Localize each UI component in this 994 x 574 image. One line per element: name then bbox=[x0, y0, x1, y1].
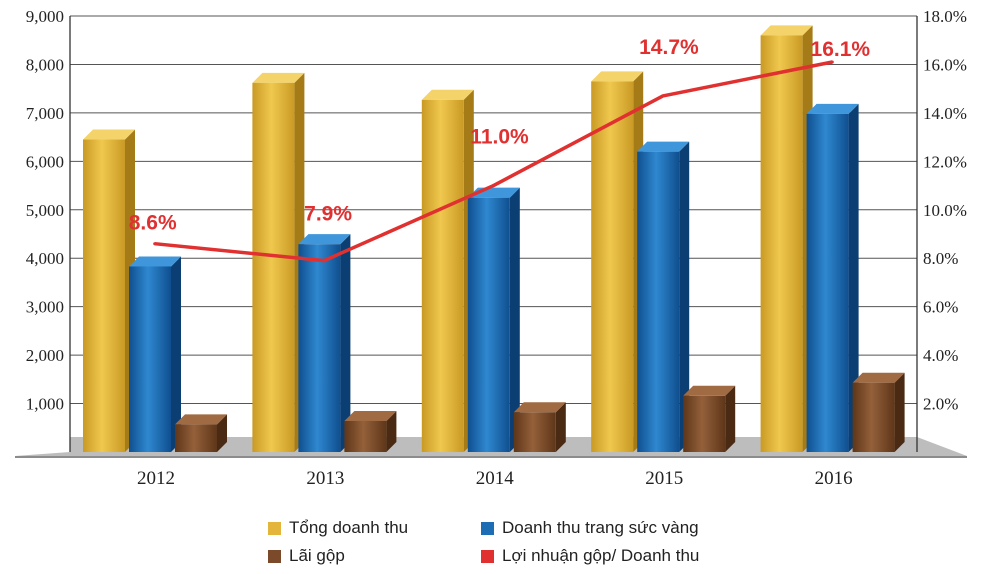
bar-top bbox=[513, 402, 566, 413]
bar-top bbox=[806, 103, 859, 114]
legend-swatch-tong-doanh-thu bbox=[268, 521, 281, 535]
bar-top bbox=[591, 71, 644, 82]
bar-side bbox=[340, 234, 351, 452]
bar-side bbox=[555, 402, 566, 452]
legend-label: Tổng doanh thu bbox=[289, 518, 409, 537]
bar-top bbox=[637, 141, 690, 152]
ratio-point bbox=[153, 242, 157, 246]
bar-4-2 bbox=[852, 382, 895, 452]
bar-top bbox=[683, 385, 736, 396]
y-left-tick-label: 3,000 bbox=[26, 298, 64, 317]
bar-side bbox=[679, 141, 690, 452]
legend-item-loi-nhuan-gop: Lợi nhuận gộp/ Doanh thu bbox=[481, 546, 699, 566]
ratio-data-label: 8.6% bbox=[129, 212, 177, 235]
bar-side bbox=[509, 187, 520, 452]
y-right-tick-label: 12.0% bbox=[923, 152, 967, 171]
y-right-tick-label: 10.0% bbox=[923, 201, 967, 220]
legend-label: Doanh thu trang sức vàng bbox=[502, 518, 699, 537]
bar-side bbox=[386, 410, 397, 452]
legend-swatch-doanh-thu-trang-suc-vang bbox=[481, 521, 494, 535]
ratio-point bbox=[322, 259, 326, 263]
bar-1-0 bbox=[252, 82, 295, 452]
x-tick-label: 2015 bbox=[645, 468, 683, 489]
x-tick-label: 2012 bbox=[137, 468, 175, 489]
legend-label: Lãi gộp bbox=[289, 546, 345, 565]
bar-side bbox=[894, 372, 905, 452]
bar-side bbox=[848, 103, 859, 452]
legend-item-doanh-thu-trang-suc-vang: Doanh thu trang sức vàng bbox=[481, 518, 699, 538]
y-right-tick-label: 8.0% bbox=[923, 249, 958, 268]
y-right-tick-label: 6.0% bbox=[923, 298, 958, 317]
y-left-tick-label: 4,000 bbox=[26, 249, 64, 268]
bar-0-2 bbox=[175, 424, 217, 452]
bar-2-0 bbox=[421, 99, 464, 452]
ratio-data-label: 16.1% bbox=[811, 38, 871, 61]
y-left-tick-label: 9,000 bbox=[26, 7, 64, 26]
y-left-tick-label: 2,000 bbox=[26, 346, 64, 365]
y-left-tick-label: 1,000 bbox=[26, 395, 64, 414]
y-left-tick-label: 7,000 bbox=[26, 104, 64, 123]
bar-top bbox=[175, 414, 227, 425]
y-right-tick-label: 14.0% bbox=[923, 104, 967, 123]
legend-label: Lợi nhuận gộp/ Doanh thu bbox=[502, 546, 700, 565]
bar-4-1 bbox=[806, 113, 849, 452]
y-right-tick-label: 2.0% bbox=[923, 395, 958, 414]
bar-side bbox=[217, 414, 227, 452]
bar-top bbox=[421, 89, 474, 100]
x-tick-label: 2013 bbox=[306, 468, 344, 489]
bar-2-1 bbox=[467, 197, 510, 452]
bar-top bbox=[760, 25, 813, 36]
y-right-tick-label: 16.0% bbox=[923, 55, 967, 74]
legend-swatch-lai-gop bbox=[268, 549, 281, 563]
legend-item-lai-gop: Lãi gộp bbox=[268, 546, 345, 566]
ratio-data-label: 7.9% bbox=[304, 203, 352, 226]
bar-0-0 bbox=[83, 139, 125, 453]
y-left-tick-label: 6,000 bbox=[26, 152, 64, 171]
bar-top bbox=[852, 372, 905, 383]
bar-3-2 bbox=[683, 395, 726, 452]
y-right-tick-label: 18.0% bbox=[923, 7, 967, 26]
bar-2-2 bbox=[513, 412, 556, 452]
bar-3-0 bbox=[591, 81, 634, 453]
bar-top bbox=[344, 410, 397, 421]
ratio-data-label: 11.0% bbox=[470, 126, 529, 149]
bar-top bbox=[83, 129, 135, 140]
legend-swatch-loi-nhuan-gop bbox=[481, 549, 494, 563]
x-tick-label: 2016 bbox=[815, 468, 853, 489]
x-tick-label: 2014 bbox=[476, 468, 515, 489]
legend-item-tong-doanh-thu: Tổng doanh thu bbox=[268, 518, 408, 538]
y-right-tick-label: 4.0% bbox=[923, 346, 958, 365]
bar-side bbox=[725, 385, 736, 452]
bar-3-1 bbox=[637, 151, 680, 452]
floor-edge bbox=[15, 456, 967, 458]
y-left-tick-label: 8,000 bbox=[26, 55, 64, 74]
bar-top bbox=[252, 72, 305, 83]
bar-side bbox=[171, 256, 181, 452]
bar-1-2 bbox=[344, 420, 387, 452]
bar-4-0 bbox=[760, 35, 803, 452]
ratio-point bbox=[830, 60, 834, 64]
bar-1-1 bbox=[298, 244, 341, 452]
bar-top bbox=[298, 234, 351, 245]
bar-top bbox=[129, 256, 181, 267]
bar-0-1 bbox=[129, 266, 171, 452]
ratio-point bbox=[492, 184, 495, 188]
ratio-point bbox=[661, 94, 665, 98]
y-left-tick-label: 5,000 bbox=[26, 201, 64, 220]
ratio-data-label: 14.7% bbox=[639, 36, 699, 59]
